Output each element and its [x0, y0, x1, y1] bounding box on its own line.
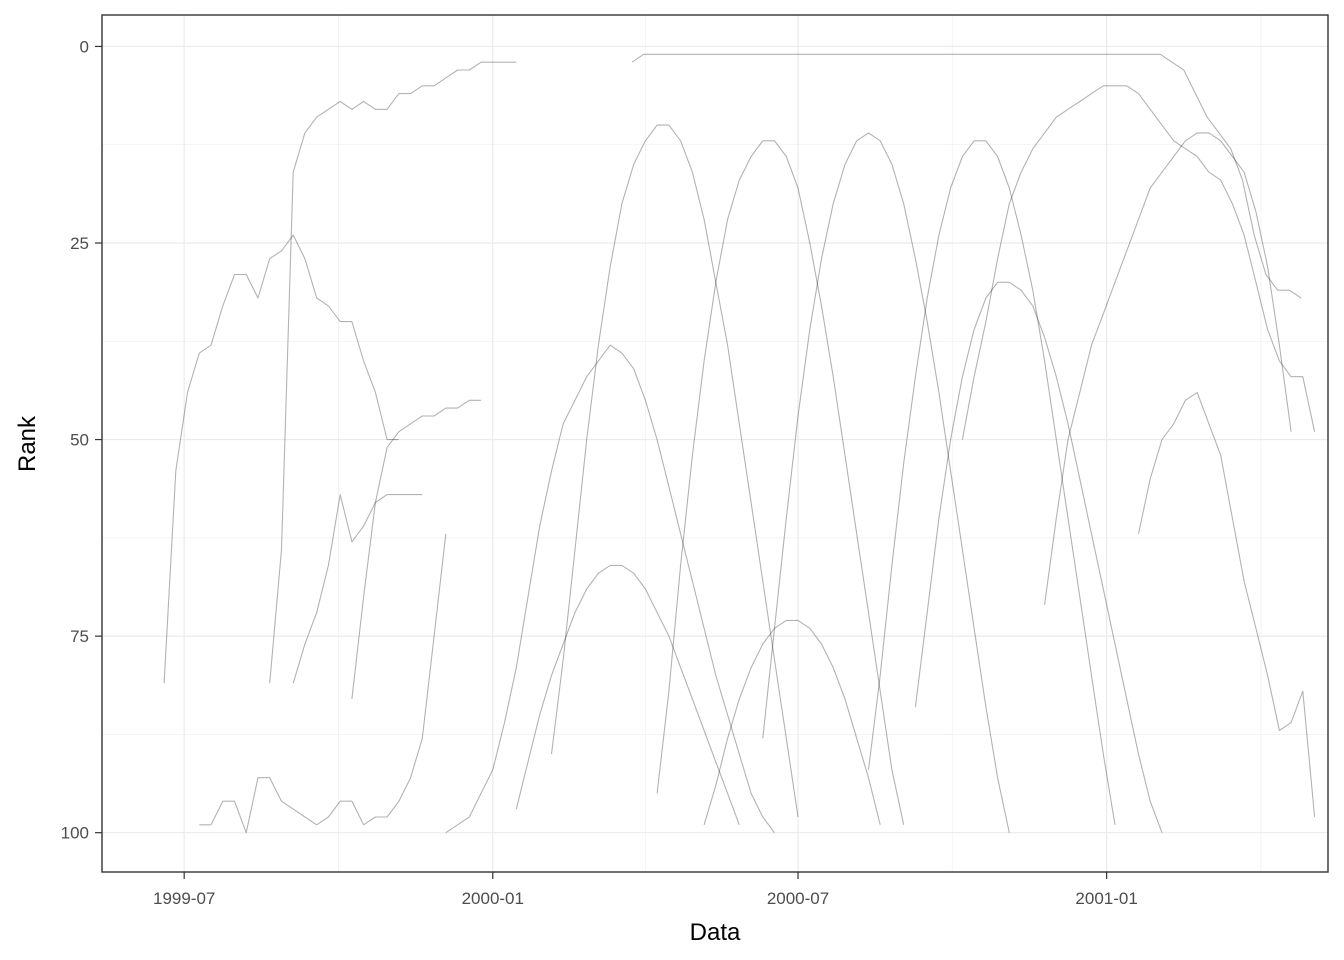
x-tick-label: 2001-01	[1075, 889, 1137, 908]
x-axis: 1999-07 2000-01 2000-07 2001-01	[153, 872, 1138, 908]
series-line	[199, 533, 447, 834]
minor-gridlines	[102, 15, 1328, 872]
series-line	[631, 53, 1302, 299]
x-tick-label: 2000-01	[462, 889, 524, 908]
series-line	[703, 619, 881, 825]
series-line	[656, 140, 905, 825]
x-tick-label: 1999-07	[153, 889, 215, 908]
y-tick-label: 0	[80, 37, 89, 56]
y-axis-title: Rank	[14, 415, 41, 472]
series-line	[1137, 391, 1316, 818]
x-tick-label: 2000-07	[767, 889, 829, 908]
y-tick-label: 75	[70, 627, 89, 646]
series-line	[515, 564, 740, 825]
series-line	[914, 281, 1163, 833]
series-line	[445, 344, 775, 834]
plot-panel-background	[102, 15, 1328, 872]
series-line	[550, 124, 799, 818]
major-gridlines	[102, 15, 1328, 872]
y-axis: 0 25 50 75 100	[61, 37, 102, 843]
y-tick-label: 25	[70, 234, 89, 253]
series-line	[867, 140, 1116, 825]
series-lines	[163, 53, 1316, 834]
y-tick-label: 50	[70, 431, 89, 450]
y-tick-label: 100	[61, 824, 89, 843]
series-line	[269, 61, 517, 684]
series-line	[961, 85, 1316, 440]
series-line	[163, 234, 399, 684]
series-line	[292, 494, 423, 684]
plot-panel-border	[101, 14, 1329, 873]
x-axis-title: Data	[690, 919, 741, 946]
series-line	[351, 399, 481, 700]
series-line	[1044, 132, 1292, 605]
series-line	[762, 132, 1010, 833]
